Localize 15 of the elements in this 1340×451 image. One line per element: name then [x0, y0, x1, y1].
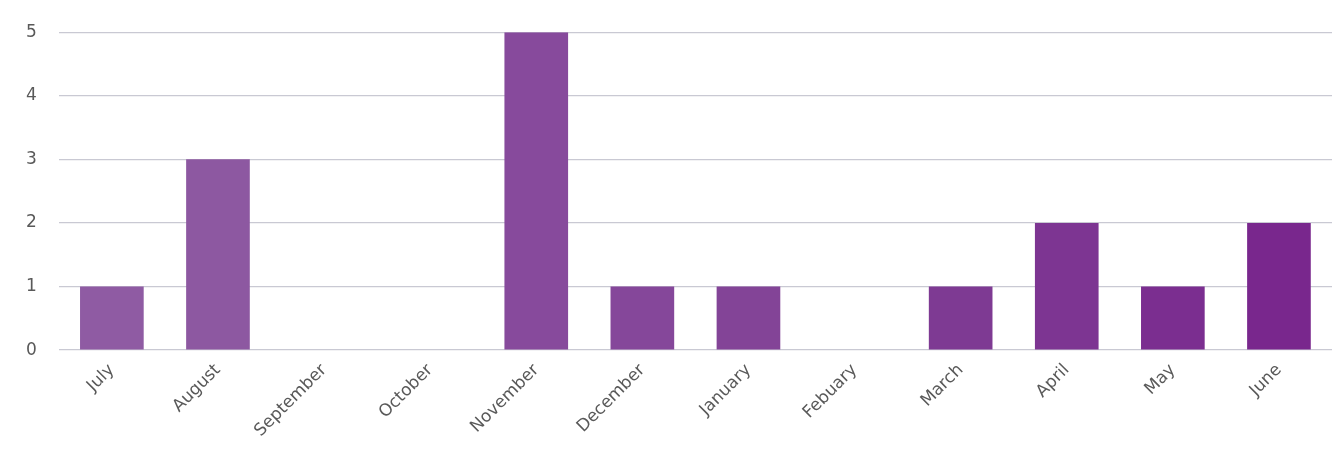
y-tick-label: 2 — [25, 211, 37, 232]
bar — [1034, 222, 1099, 350]
y-tick-label: 3 — [25, 147, 37, 168]
bar — [928, 286, 993, 350]
y-tick-label: 0 — [25, 338, 37, 359]
bar — [716, 286, 781, 350]
bar — [1141, 286, 1205, 350]
y-tick-label: 5 — [25, 20, 37, 41]
bar — [610, 286, 675, 350]
bar — [504, 32, 569, 350]
bar — [1247, 222, 1311, 350]
bar — [186, 159, 250, 350]
y-tick-label: 1 — [25, 274, 37, 295]
bar — [80, 286, 144, 350]
y-tick-label: 4 — [25, 84, 37, 105]
